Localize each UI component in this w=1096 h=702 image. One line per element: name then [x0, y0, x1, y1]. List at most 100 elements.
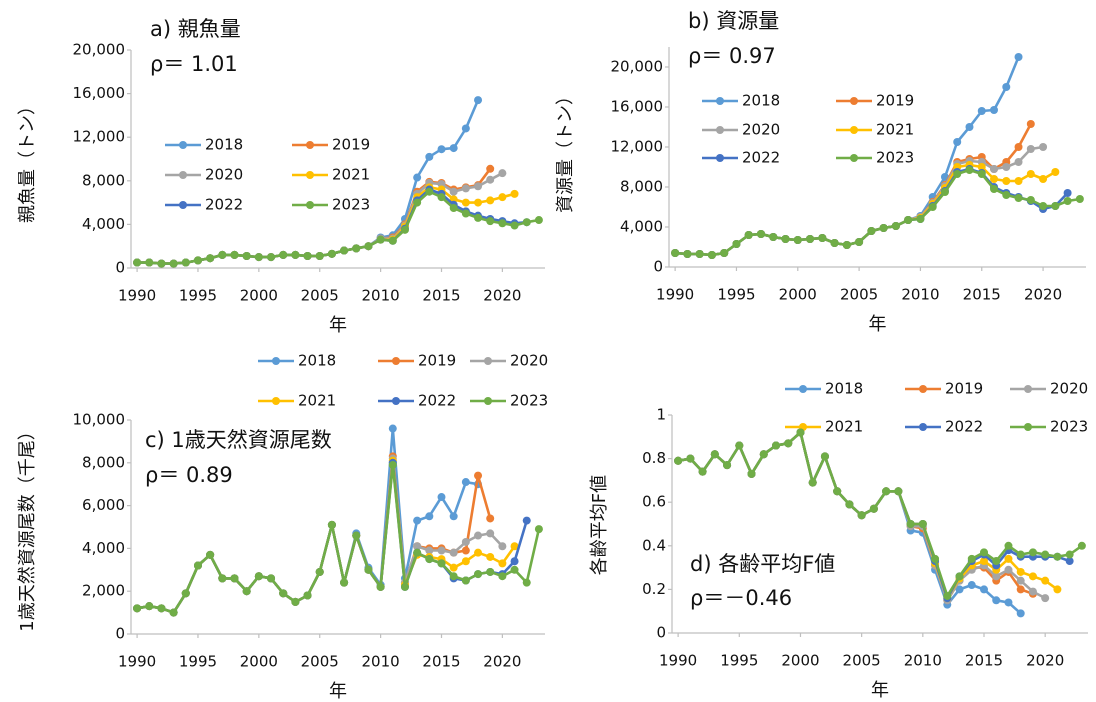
point [449, 204, 458, 213]
point [1041, 550, 1050, 559]
x-tick-label: 2000 [240, 287, 278, 305]
x-tick-label: 1990 [659, 652, 697, 670]
point [315, 567, 324, 576]
x-axis-label: 年 [871, 680, 889, 701]
legend-label: 2022 [945, 418, 983, 436]
y-tick-label: 8,000 [82, 171, 125, 189]
y-tick-label: 16,000 [73, 84, 126, 102]
legend-label: 2021 [876, 121, 914, 139]
point [486, 175, 495, 184]
x-axis-label: 年 [329, 315, 347, 336]
point [133, 258, 142, 267]
series-line [136, 463, 541, 614]
point [830, 239, 839, 247]
point [1026, 196, 1035, 204]
point [720, 249, 729, 257]
x-tick-label: 2010 [901, 286, 939, 304]
point [918, 520, 927, 528]
point [1002, 163, 1011, 171]
point [474, 531, 483, 540]
legend-label: 2019 [418, 352, 456, 370]
point [759, 450, 768, 459]
y-tick-label: 16,000 [611, 98, 664, 116]
point [992, 572, 1001, 581]
point [267, 253, 276, 262]
point [437, 145, 446, 154]
point [1028, 572, 1037, 581]
point [1026, 120, 1035, 128]
point [1039, 143, 1048, 151]
point [145, 602, 154, 611]
y-tick-label: 10,000 [73, 411, 126, 429]
point [474, 96, 483, 105]
point [425, 152, 434, 161]
point [695, 250, 704, 258]
point [931, 554, 940, 563]
y-tick-label: 6,000 [82, 496, 125, 514]
point [218, 250, 227, 259]
point [230, 250, 239, 259]
x-tick-label: 2020 [1026, 652, 1064, 670]
point [1016, 567, 1025, 576]
point [413, 542, 422, 551]
point [327, 249, 336, 258]
y-tick-label: 8,000 [82, 453, 125, 471]
point [1002, 191, 1011, 199]
point [820, 452, 829, 461]
annotation: ρ＝ 1.01 [150, 52, 238, 76]
point [1026, 145, 1035, 153]
series-line [674, 168, 1081, 257]
point [1002, 177, 1011, 185]
point [279, 589, 288, 598]
legend-marker [179, 201, 187, 209]
point [992, 557, 1001, 566]
point [522, 516, 531, 525]
point [449, 548, 458, 557]
point [461, 537, 470, 546]
point [793, 236, 802, 244]
point [732, 240, 741, 248]
point [474, 471, 483, 480]
point [980, 585, 988, 594]
point [1004, 598, 1013, 607]
legend-marker [392, 357, 400, 365]
point [1026, 170, 1035, 178]
legend-label: 2021 [298, 392, 336, 410]
y-tick-label: 0.8 [642, 449, 666, 467]
x-tick-label: 2020 [483, 653, 521, 671]
x-tick-label: 2010 [904, 652, 942, 670]
point [522, 218, 531, 227]
point [486, 514, 495, 523]
y-axis-label: 1歳天然資源尾数（千尾） [17, 422, 38, 631]
x-tick-label: 2000 [781, 652, 819, 670]
legend-marker [919, 423, 927, 431]
point [437, 559, 446, 568]
point [254, 253, 263, 262]
point [218, 574, 227, 583]
legend-marker [484, 397, 492, 405]
annotation: ρ＝ 0.97 [688, 44, 776, 68]
x-tick-label: 2005 [840, 286, 878, 304]
x-tick-label: 2010 [362, 653, 400, 671]
point [953, 138, 962, 146]
point [818, 234, 827, 242]
point [977, 170, 986, 178]
x-tick-label: 2005 [301, 653, 339, 671]
point [376, 235, 385, 244]
point [510, 565, 519, 574]
legend-label: 2020 [1050, 380, 1088, 398]
point [254, 572, 263, 581]
point [756, 230, 765, 238]
legend-marker [799, 385, 807, 393]
y-tick-label: 12,000 [73, 128, 126, 146]
legend-label: 2023 [332, 196, 370, 214]
x-axis-label: 年 [329, 681, 347, 702]
point [388, 424, 397, 433]
legend-marker [272, 357, 280, 365]
legend-label: 2018 [742, 92, 780, 110]
point [413, 173, 422, 182]
point [992, 596, 1001, 605]
point [796, 428, 805, 437]
point [181, 589, 190, 598]
point [744, 231, 753, 239]
